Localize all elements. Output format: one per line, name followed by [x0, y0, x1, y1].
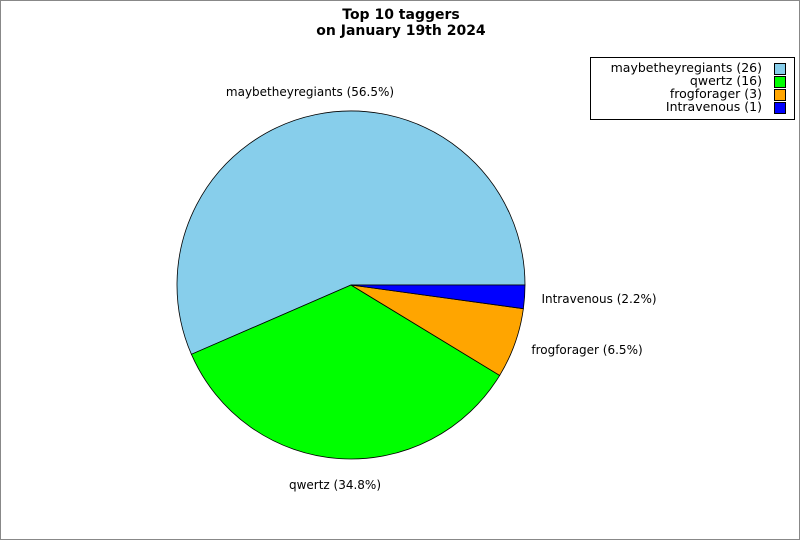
legend-item-qwertz: qwertz (16) — [596, 73, 786, 89]
legend-item-maybetheyregiants: maybetheyregiants (26) — [596, 60, 786, 76]
legend: maybetheyregiants (26) qwertz (16) frogfor… — [590, 57, 795, 120]
pie-slice-intravenous — [350, 284, 526, 310]
slice-label-frogforager: frogforager (6.5%) — [531, 343, 642, 357]
slice-label-qwertz: qwertz (34.8%) — [289, 478, 381, 492]
legend-swatch — [774, 76, 786, 88]
chart-title: Top 10 taggers — [342, 7, 460, 23]
pie-slice-maybetheyregiants — [176, 110, 526, 355]
legend-label: frogforager (3) — [669, 86, 762, 101]
legend-swatch — [774, 89, 786, 101]
legend-swatch — [774, 102, 786, 114]
legend-label: maybetheyregiants (26) — [610, 60, 762, 75]
legend-label: qwertz (16) — [689, 73, 762, 88]
legend-item-intravenous: Intravenous (1) — [596, 99, 786, 115]
slice-label-intravenous: Intravenous (2.2%) — [541, 292, 656, 306]
legend-item-frogforager: frogforager (3) — [596, 86, 786, 102]
chart-subtitle: on January 19th 2024 — [316, 23, 486, 39]
legend-swatch — [774, 63, 786, 75]
pie-slice-qwertz — [190, 284, 501, 460]
legend-label: Intravenous (1) — [665, 99, 762, 114]
slice-label-maybetheyregiants: maybetheyregiants (56.5%) — [226, 85, 394, 99]
